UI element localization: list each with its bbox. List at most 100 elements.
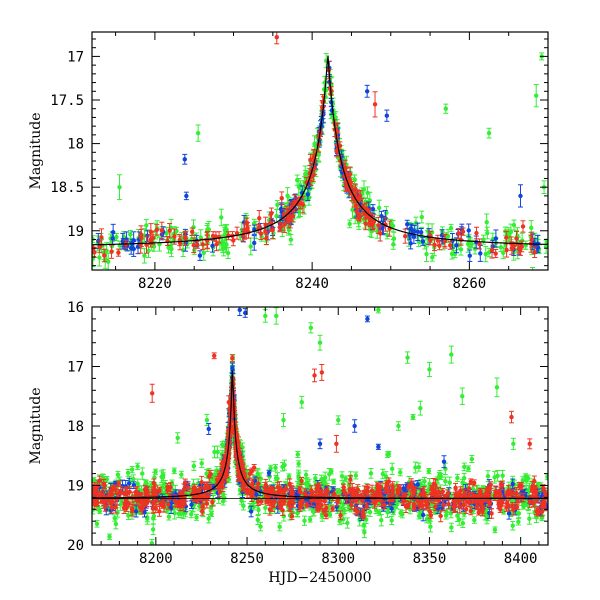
top-red-point xyxy=(263,228,268,234)
bottom-green-point xyxy=(126,513,131,518)
top-green-point xyxy=(128,232,133,237)
top-y-tick-label: 17 xyxy=(67,49,84,65)
bottom-green-point xyxy=(194,515,199,520)
bottom-green-point xyxy=(107,534,112,539)
top-red-point xyxy=(368,219,373,224)
top-red-point xyxy=(509,245,515,251)
bottom-green-point xyxy=(545,474,548,480)
bottom-green-point xyxy=(295,452,300,457)
top-green-point xyxy=(164,231,169,236)
bottom-green-point xyxy=(135,464,140,469)
bottom-green-point xyxy=(472,517,477,523)
top-red-point xyxy=(269,211,274,216)
bottom-green-point xyxy=(166,514,172,519)
bottom-green-point xyxy=(172,510,177,516)
top-green-point xyxy=(220,241,225,246)
bottom-green-point xyxy=(118,502,123,507)
top-blue-point xyxy=(454,243,459,248)
bottom-green-point xyxy=(449,525,454,530)
top-green-point xyxy=(192,247,197,253)
top-green-point xyxy=(285,193,290,199)
top-green-point xyxy=(391,236,397,241)
bottom-green-point xyxy=(215,449,220,455)
top-red-point xyxy=(347,177,352,182)
bottom-green-point xyxy=(267,474,272,479)
top-red-point xyxy=(371,219,377,224)
bottom-green-point xyxy=(307,517,313,522)
top-green-point xyxy=(458,247,464,252)
bottom-green-point xyxy=(145,516,150,521)
bottom-green-point xyxy=(268,465,273,471)
top-red-point xyxy=(456,231,461,236)
top-red-point xyxy=(244,227,249,232)
bottom-green-point xyxy=(485,474,491,479)
top-y-tick-label: 18.5 xyxy=(50,180,84,196)
bottom-green-point xyxy=(523,474,528,479)
top-blue-outlier xyxy=(364,89,370,94)
top-red-point xyxy=(109,249,114,254)
top-green-point xyxy=(485,230,490,236)
top-green-point xyxy=(483,251,488,257)
top-blue-outlier xyxy=(184,193,189,199)
top-blue-point xyxy=(210,243,215,249)
top-red-point xyxy=(489,248,495,253)
bottom-green-point xyxy=(416,464,422,470)
bottom-data-points xyxy=(92,307,548,545)
top-y-tick-label: 17.5 xyxy=(50,93,84,109)
top-red-point xyxy=(356,212,361,217)
bottom-green-point xyxy=(500,473,505,478)
bottom-green-point xyxy=(339,506,345,511)
top-green-point xyxy=(286,227,292,233)
top-red-point xyxy=(214,242,219,247)
top-green-point xyxy=(114,234,119,240)
top-blue-point xyxy=(131,246,136,252)
bottom-green-point xyxy=(226,477,232,482)
top-green-point xyxy=(350,207,355,213)
bottom-green-point xyxy=(97,508,102,514)
top-blue-point xyxy=(420,239,426,244)
top-red-point xyxy=(189,229,195,235)
bottom-green-point xyxy=(469,456,475,462)
top-green-point xyxy=(501,250,506,256)
top-red-point xyxy=(148,229,154,234)
top-red-point xyxy=(532,250,537,255)
bottom-green-point xyxy=(258,476,264,481)
top-red-point xyxy=(183,234,188,240)
top-red-point xyxy=(150,235,156,240)
top-green-point xyxy=(251,221,257,226)
top-green-point xyxy=(367,198,373,203)
top-green-point xyxy=(333,115,338,120)
bottom-green-point xyxy=(263,505,268,510)
bottom-green-point xyxy=(256,507,261,513)
top-red-point xyxy=(257,216,262,221)
bottom-green-point xyxy=(424,516,430,522)
top-blue-point xyxy=(493,236,499,241)
top-blue-outlier xyxy=(384,113,390,118)
bottom-green-point xyxy=(361,522,367,528)
top-red-point xyxy=(308,157,313,163)
bottom-green-point xyxy=(527,516,532,521)
top-green-point xyxy=(225,250,231,256)
top-red-point xyxy=(493,251,498,256)
top-red-point xyxy=(300,202,306,207)
top-green-point xyxy=(201,250,206,256)
top-blue-point xyxy=(490,244,495,249)
top-red-point xyxy=(102,253,107,258)
top-green-point xyxy=(248,244,253,249)
top-blue-point xyxy=(278,206,284,212)
bottom-green-point xyxy=(140,471,145,476)
top-red-point xyxy=(279,195,284,201)
top-red-point xyxy=(172,234,177,239)
top-green-point xyxy=(448,225,454,231)
bottom-green-point xyxy=(337,519,342,524)
top-red-point xyxy=(234,230,240,236)
top-red-point xyxy=(529,237,534,242)
top-red-point xyxy=(432,242,437,247)
bottom-green-point xyxy=(113,521,119,527)
bottom-green-point xyxy=(149,541,155,545)
top-blue-point xyxy=(415,229,420,235)
bottom-green-point xyxy=(457,517,462,522)
bottom-green-point xyxy=(206,516,211,521)
